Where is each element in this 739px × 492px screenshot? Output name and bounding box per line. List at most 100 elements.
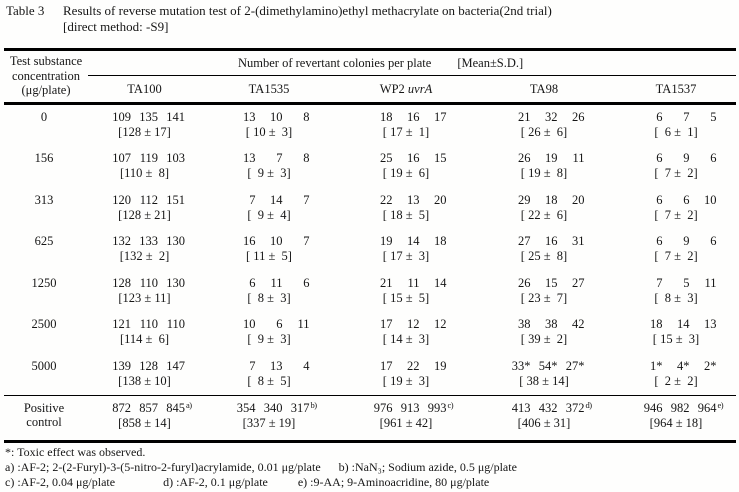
count-value: 128 — [139, 359, 158, 374]
strain-cell: 33* 54* 27*[ 38 ± 14] — [475, 360, 613, 396]
table-number: Table 3 — [6, 3, 45, 18]
count-value: 4 — [303, 359, 310, 374]
mean-sd: [110 ± 8] — [119, 166, 170, 181]
mean-sd: [ 11 ± 5] — [246, 249, 292, 264]
mean-sd: [ 8 ± 3] — [654, 290, 698, 305]
table-row: 156 107 119 103 [110 ± 8] 13 7 8[ 9 ± 3] 25 16… — [0, 146, 739, 188]
strain-cell: 6 6 10 [ 7 ± 2] — [613, 192, 739, 230]
count-value: 12 — [407, 317, 420, 332]
positive-control-label: Positive control — [0, 401, 88, 431]
count-value: 1* — [650, 359, 663, 374]
count-value: 13 — [243, 151, 256, 166]
count-number: 993 — [427, 401, 447, 415]
strain-cell: 1* 4* 2* [ 2 ± 2] — [613, 360, 739, 396]
count-value: 12 — [434, 317, 447, 332]
count-value: 15 — [434, 151, 447, 166]
count-value: 29 — [518, 192, 531, 207]
footnote-marker: a) — [186, 400, 192, 410]
count-value: 6 — [683, 192, 690, 207]
strain-cell: 6 9 6[ 7 ± 2] — [613, 152, 739, 188]
table-row: 2500 121 110 110 [114 ± 6] 10 6 11 [ 9 ± 3] 17… — [0, 312, 739, 354]
count-value: 8 — [303, 151, 310, 166]
plate-counts: 976 913 993 c) — [337, 400, 475, 416]
strain-cell: 7 5 11 [ 8 ± 3] — [613, 276, 739, 313]
plate-counts: 872 857 845 a) — [88, 400, 201, 416]
mean-sd: [ 10 ± 3] — [245, 124, 293, 139]
count-value: 6 — [656, 109, 663, 124]
strain-cell: 26 15 27 [ 23 ± 7] — [475, 276, 613, 313]
footnote-marker: e) — [717, 400, 724, 410]
plate-counts: 132 133 130 — [88, 235, 201, 249]
count-value: 20 — [434, 192, 447, 207]
mean-sd: [138 ± 10] — [118, 374, 171, 389]
count-value: 133 — [139, 234, 158, 249]
count-value: 19 — [434, 359, 447, 374]
count-value: 946 — [643, 401, 663, 415]
strain-cell: 976 913 993 c) [961 ± 42] — [337, 400, 475, 431]
count-value: 16 — [545, 234, 558, 249]
count-value: 18 — [545, 192, 558, 207]
count-value: 27* — [565, 359, 585, 374]
mean-sd: [ 25 ± 8] — [520, 249, 568, 264]
header-span-row: Number of revertant colonies per plate [… — [88, 51, 736, 76]
count-value: 33* — [511, 359, 531, 374]
count-value: 13 — [407, 192, 420, 207]
plate-counts: 128 110 130 — [88, 275, 201, 291]
mean-sd: [128 ± 17] — [118, 124, 171, 139]
concentration-value: 156 — [34, 151, 54, 166]
strain-cell: 354 340 317 b) [337 ± 19] — [201, 400, 337, 431]
strain-header-ta98: TA98 — [475, 82, 613, 97]
count-value: 7 — [276, 151, 283, 166]
plate-counts: 29 18 20 — [475, 192, 613, 208]
mean-sd: [ 6 ± 1] — [654, 124, 698, 139]
count-value: 26 — [518, 151, 531, 166]
mean-sd: [ 7 ± 2] — [654, 249, 698, 264]
count-value: 7 — [303, 234, 310, 249]
header-bottom-rule — [4, 102, 736, 105]
mean-sd: [ 2 ± 2] — [654, 374, 698, 389]
count-value: 107 — [112, 151, 131, 166]
count-value: 976 — [373, 401, 393, 415]
count-value: 7 — [249, 359, 256, 374]
count-value: 14 — [677, 317, 690, 332]
footnote-toxic: *: Toxic effect was observed. — [5, 445, 146, 459]
plate-counts: 6 11 6 — [201, 276, 337, 291]
count-value: 982 — [670, 401, 690, 415]
strain-header-ta1537: TA1537 — [613, 82, 739, 97]
bottom-rule — [4, 440, 736, 443]
count-value: 20 — [572, 192, 585, 207]
strain-cell: 107 119 103 [110 ± 8] — [88, 152, 201, 188]
count-value: 22 — [380, 192, 393, 207]
count-value: 872 — [112, 401, 131, 415]
count-value: 130 — [166, 275, 185, 290]
footnote-a: a) :AF-2; 2-(2-Furyl)-3-(5-nitro-2-furyl… — [5, 460, 321, 475]
count-value: 42 — [572, 317, 585, 332]
strain-cell: 26 19 11 [ 19 ± 8] — [475, 152, 613, 188]
strain-cell: 6 7 5 [ 6 ± 1] — [613, 109, 739, 147]
mean-sd: [ 26 ± 6] — [520, 124, 568, 139]
count-value: 6 — [710, 151, 717, 166]
plate-counts: 1* 4* 2* — [613, 360, 739, 374]
mean-sd: [ 17 ± 3] — [382, 249, 430, 264]
strain-cell: 21 32 26 [ 26 ± 6] — [475, 110, 613, 147]
count-value: 6 — [656, 151, 663, 166]
strain-header-ta100: TA100 — [88, 82, 201, 97]
plate-counts: 6 7 5 — [613, 109, 739, 125]
count-value: 135 — [139, 109, 158, 124]
strain-cell: 17 12 12[ 14 ± 3] — [337, 318, 475, 354]
mean-sd: [337 ± 19] — [242, 416, 296, 430]
strain-cell: 413 432 372 d) [406 ± 31] — [475, 400, 613, 431]
count-value: 17 — [434, 109, 447, 124]
footnote-line-cde: c) :AF-2, 0.04 μg/plate d) :AF-2, 0.1 μg… — [5, 475, 736, 490]
concentration-value: 2500 — [31, 317, 57, 332]
count-value: 317 b) — [283, 400, 317, 416]
concentration-value: 313 — [34, 192, 54, 207]
count-value: 18 — [650, 317, 663, 332]
plate-counts: 121 110 110 — [88, 318, 201, 332]
plate-counts: 18 14 13 — [613, 318, 739, 332]
caption-line-2: [direct method: -S9] — [63, 18, 169, 34]
mean-sd: [ 19 ± 3] — [382, 374, 430, 389]
mean-sd: [114 ± 6] — [119, 332, 170, 347]
header-concentration-line-3: (μg/plate) — [21, 83, 71, 97]
count-value: 913 — [400, 401, 420, 415]
